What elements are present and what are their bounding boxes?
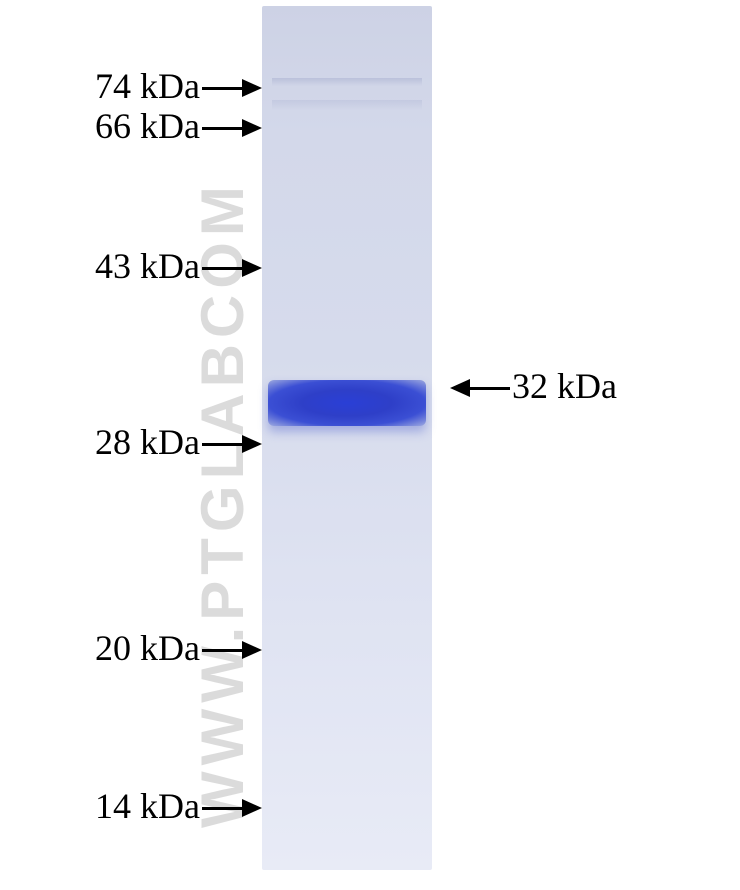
arrow-right-icon <box>202 79 262 97</box>
gel-lane <box>262 6 432 870</box>
faint-band <box>272 100 422 110</box>
protein-band-main <box>268 380 426 426</box>
mw-marker-label: 14 kDa <box>95 785 200 827</box>
arrow-right-icon <box>202 119 262 137</box>
mw-marker-label: 28 kDa <box>95 421 200 463</box>
arrow-right-icon <box>202 259 262 277</box>
faint-band <box>272 78 422 86</box>
arrow-left-icon <box>450 379 510 397</box>
sample-band-label: 32 kDa <box>512 365 617 407</box>
mw-marker-label: 74 kDa <box>95 65 200 107</box>
gel-image: WWW.PTGLABCOM 74 kDa66 kDa43 kDa28 kDa20… <box>0 0 740 890</box>
arrow-right-icon <box>202 435 262 453</box>
mw-marker-label: 66 kDa <box>95 105 200 147</box>
mw-marker-label: 43 kDa <box>95 245 200 287</box>
arrow-right-icon <box>202 799 262 817</box>
arrow-right-icon <box>202 641 262 659</box>
mw-marker-label: 20 kDa <box>95 627 200 669</box>
